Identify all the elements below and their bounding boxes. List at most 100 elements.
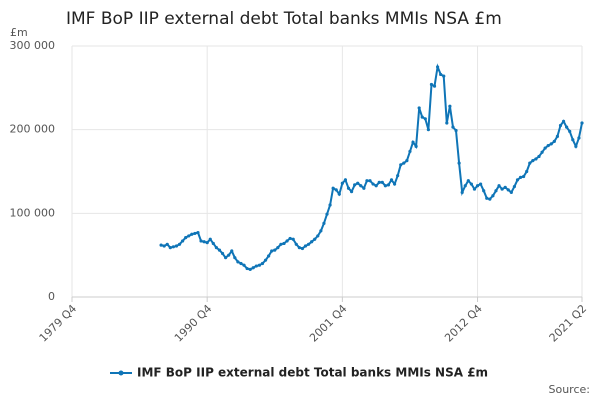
data-point (193, 231, 197, 236)
data-point (463, 184, 467, 188)
data-point (171, 245, 175, 249)
data-point (291, 237, 295, 241)
data-point (313, 237, 317, 241)
data-point (239, 261, 243, 266)
y-axis-unit: £m (10, 26, 28, 39)
data-point (512, 184, 517, 189)
data-point (282, 241, 286, 246)
data-point (436, 65, 440, 69)
y-tick-label: 300 000 (10, 39, 56, 52)
data-point (294, 242, 298, 246)
data-point (383, 184, 387, 188)
data-point (217, 248, 222, 252)
data-point (177, 242, 182, 246)
data-point (561, 119, 566, 123)
data-point (386, 183, 391, 187)
data-point (525, 169, 529, 174)
data-point (488, 197, 492, 201)
data-point (389, 178, 394, 182)
data-point (208, 237, 212, 241)
data-point (460, 190, 464, 195)
data-point (555, 134, 560, 138)
data-point (549, 142, 553, 146)
data-point (257, 263, 262, 267)
data-point (509, 190, 513, 195)
data-point (205, 241, 209, 245)
data-point (245, 266, 249, 271)
data-point (349, 189, 354, 194)
data-point (371, 182, 375, 186)
data-point (571, 138, 575, 142)
x-tick-label: 1990 Q4 (172, 302, 215, 345)
data-point (346, 186, 351, 190)
data-point (340, 181, 344, 185)
data-point (420, 115, 424, 119)
data-point (322, 221, 326, 225)
data-point (466, 179, 470, 183)
data-point (540, 150, 544, 154)
data-point (543, 146, 547, 150)
data-point (399, 163, 403, 167)
data-point (414, 144, 418, 148)
data-point (405, 159, 409, 163)
data-point (162, 244, 166, 248)
data-point (469, 182, 473, 186)
data-point (310, 240, 314, 244)
data-point (233, 256, 237, 260)
x-tick-label: 2021 Q2 (547, 302, 590, 345)
data-point (552, 139, 556, 143)
data-point (356, 181, 360, 185)
data-point (359, 184, 363, 188)
data-point (565, 125, 569, 129)
data-point (159, 243, 163, 247)
data-point (494, 189, 498, 193)
data-point (392, 182, 397, 186)
data-point (328, 203, 332, 207)
x-tick-label: 2001 Q4 (307, 302, 350, 345)
data-point (316, 234, 320, 238)
data-point (574, 144, 578, 148)
data-point (402, 161, 406, 165)
data-point (423, 117, 427, 121)
data-point (445, 121, 449, 125)
data-point (236, 260, 240, 264)
data-point (503, 185, 507, 189)
data-point (184, 235, 188, 240)
data-point (439, 72, 443, 77)
data-point (485, 196, 489, 200)
data-point (558, 123, 563, 128)
data-point (451, 125, 455, 129)
data-point (273, 248, 277, 252)
data-point (306, 242, 311, 246)
data-point (408, 149, 412, 154)
data-point (199, 239, 203, 243)
data-point (522, 174, 526, 179)
data-point (230, 249, 234, 253)
data-point (174, 244, 179, 248)
data-point (518, 175, 523, 179)
data-point (531, 159, 535, 163)
data-point (279, 242, 283, 246)
x-tick-label: 2012 Q4 (442, 302, 485, 345)
data-point (334, 188, 338, 192)
data-point (190, 232, 194, 236)
data-point (457, 161, 461, 165)
data-point (368, 179, 372, 183)
data-point (303, 244, 308, 248)
data-point (454, 128, 458, 133)
data-point (365, 179, 369, 183)
data-point (568, 129, 572, 133)
source: Source: (549, 383, 591, 396)
data-point (285, 239, 289, 243)
x-tick-label: 1979 Q4 (37, 302, 80, 345)
data-point (214, 246, 218, 250)
data-point (475, 184, 480, 188)
data-point (537, 154, 541, 159)
data-point (528, 161, 532, 165)
data-point (248, 267, 252, 271)
data-point (353, 183, 357, 187)
data-point (343, 178, 348, 182)
data-point (196, 230, 200, 235)
data-point (580, 121, 584, 125)
